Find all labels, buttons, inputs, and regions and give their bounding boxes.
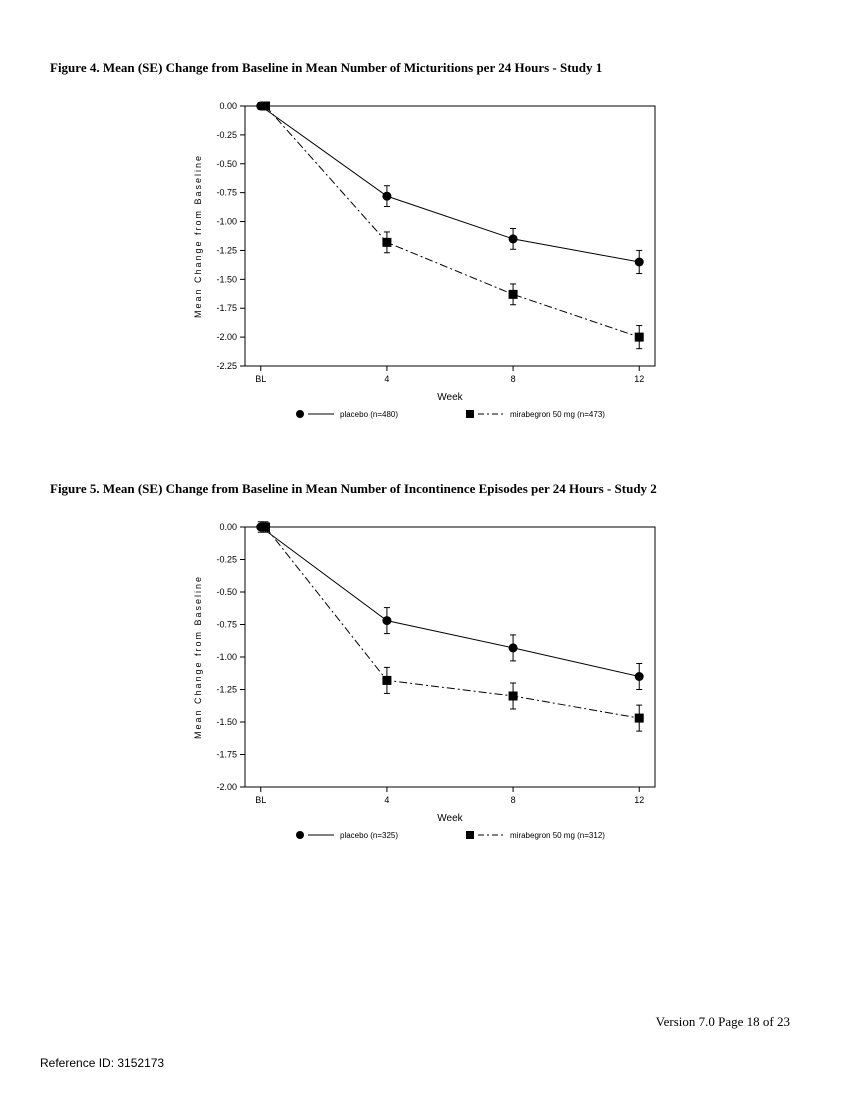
svg-text:placebo (n=480): placebo (n=480) bbox=[340, 410, 398, 419]
svg-text:-1.50: -1.50 bbox=[216, 717, 237, 727]
svg-text:-0.75: -0.75 bbox=[216, 188, 237, 198]
svg-text:8: 8 bbox=[511, 795, 516, 805]
svg-text:-0.25: -0.25 bbox=[216, 130, 237, 140]
svg-text:12: 12 bbox=[634, 374, 644, 384]
svg-text:0.00: 0.00 bbox=[219, 522, 237, 532]
svg-text:BL: BL bbox=[255, 374, 266, 384]
svg-text:Week: Week bbox=[437, 392, 463, 403]
svg-text:-1.25: -1.25 bbox=[216, 245, 237, 255]
svg-text:-1.00: -1.00 bbox=[216, 217, 237, 227]
svg-text:4: 4 bbox=[384, 795, 389, 805]
svg-text:-1.25: -1.25 bbox=[216, 685, 237, 695]
svg-text:-1.75: -1.75 bbox=[216, 303, 237, 313]
figure5-title: Figure 5. Mean (SE) Change from Baseline… bbox=[50, 481, 800, 497]
figure5-chart: 0.00 -0.25 -0.50 -0.75 -1.00 -1.25 -1.50 -1.75 -… bbox=[185, 517, 665, 847]
svg-text:-1.75: -1.75 bbox=[216, 750, 237, 760]
svg-text:8: 8 bbox=[511, 374, 516, 384]
svg-text:12: 12 bbox=[634, 795, 644, 805]
figure4-title: Figure 4. Mean (SE) Change from Baseline… bbox=[50, 60, 800, 76]
svg-text:4: 4 bbox=[384, 374, 389, 384]
page-footer-version: Version 7.0 Page 18 of 23 bbox=[656, 1014, 790, 1030]
svg-text:-2.00: -2.00 bbox=[216, 332, 237, 342]
svg-text:-0.75: -0.75 bbox=[216, 620, 237, 630]
svg-text:Mean Change from Baseline: Mean Change from Baseline bbox=[193, 575, 203, 739]
svg-text:-0.50: -0.50 bbox=[216, 587, 237, 597]
svg-text:0.00: 0.00 bbox=[219, 101, 237, 111]
svg-text:-2.00: -2.00 bbox=[216, 782, 237, 792]
svg-text:-1.50: -1.50 bbox=[216, 274, 237, 284]
svg-text:mirabegron 50 mg (n=473): mirabegron 50 mg (n=473) bbox=[510, 410, 605, 419]
svg-text:-2.25: -2.25 bbox=[216, 361, 237, 371]
svg-text:Week: Week bbox=[437, 813, 463, 824]
svg-text:BL: BL bbox=[255, 795, 266, 805]
svg-text:-1.00: -1.00 bbox=[216, 652, 237, 662]
svg-text:placebo (n=325): placebo (n=325) bbox=[340, 831, 398, 840]
reference-id: Reference ID: 3152173 bbox=[40, 1056, 164, 1070]
svg-text:-0.50: -0.50 bbox=[216, 159, 237, 169]
svg-text:Mean Change from Baseline: Mean Change from Baseline bbox=[193, 154, 203, 318]
figure4-chart: 0.00 -0.25 -0.50 -0.75 -1.00 -1.25 -1.50 -1.75 -… bbox=[185, 96, 665, 426]
svg-text:mirabegron 50 mg (n=312): mirabegron 50 mg (n=312) bbox=[510, 831, 605, 840]
svg-text:-0.25: -0.25 bbox=[216, 555, 237, 565]
